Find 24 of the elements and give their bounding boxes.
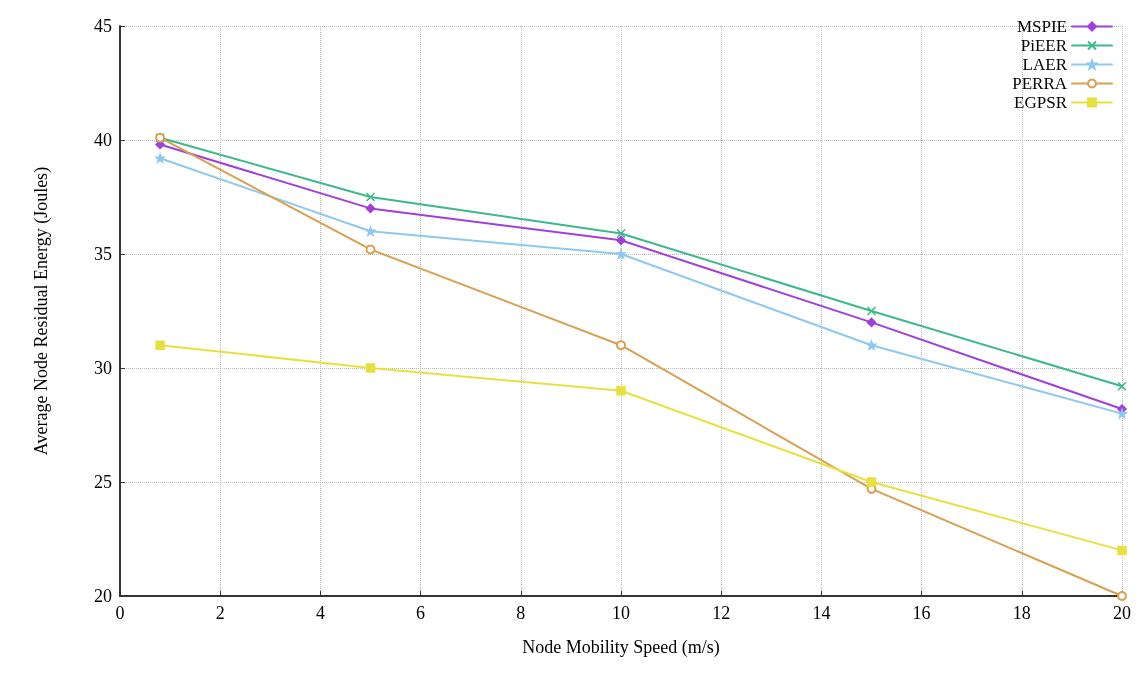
- y-tick-label: 35: [94, 244, 112, 264]
- x-tick-label: 6: [416, 603, 426, 623]
- legend-label: PERRA: [1012, 74, 1068, 93]
- x-tick-label: 4: [315, 603, 325, 623]
- x-tick-label: 20: [1113, 603, 1131, 623]
- x-tick-label: 8: [516, 603, 526, 623]
- x-tick-label: 16: [912, 603, 931, 623]
- y-tick-label: 40: [94, 130, 112, 150]
- y-tick-label: 45: [94, 16, 112, 36]
- x-tick-label: 0: [115, 603, 125, 623]
- y-tick-label: 25: [94, 472, 112, 492]
- x-tick-label: 10: [612, 603, 630, 623]
- x-tick-label: 18: [1012, 603, 1031, 623]
- x-tick-label: 14: [812, 603, 831, 623]
- y-tick-label: 30: [94, 358, 112, 378]
- x-axis-title: Node Mobility Speed (m/s): [522, 637, 720, 658]
- legend-label: EGPSR: [1014, 93, 1068, 112]
- legend-label: MSPIE: [1016, 17, 1067, 36]
- x-tick-label: 12: [712, 603, 731, 623]
- y-axis-title: Average Node Residual Energy (Joules): [31, 166, 52, 456]
- legend-label: LAER: [1022, 55, 1068, 74]
- x-tick-label: 2: [215, 603, 225, 623]
- legend-label: PiEER: [1020, 36, 1068, 55]
- y-tick-label: 20: [94, 586, 112, 606]
